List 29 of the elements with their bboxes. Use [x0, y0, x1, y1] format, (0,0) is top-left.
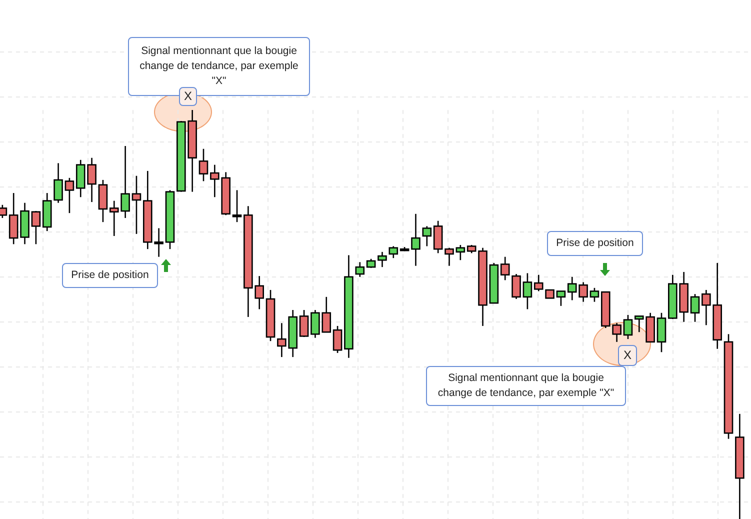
candlestick [232, 190, 242, 223]
annotation: X [618, 345, 637, 366]
candlestick [500, 256, 510, 281]
callout-box: Prise de position [62, 263, 158, 288]
candlestick [656, 312, 666, 353]
callout-box: Prise de position [547, 231, 643, 256]
candlestick [332, 325, 342, 354]
candlestick [623, 314, 633, 340]
candlestick [690, 293, 700, 323]
text: X [179, 87, 197, 106]
candlestick [198, 148, 208, 182]
candlestick [299, 309, 309, 338]
candlestick [64, 177, 74, 214]
candlestick [444, 247, 454, 266]
candlestick [378, 251, 387, 268]
candlestick [433, 220, 443, 254]
candlestick [590, 287, 600, 302]
candlestick [556, 290, 566, 307]
candlestick [512, 273, 521, 300]
candlestick [456, 244, 466, 261]
candlestick [8, 192, 18, 245]
candlestick [411, 213, 420, 266]
callout-box: Signal mentionnant que la bougie change de tendance, par exemple "X" [426, 366, 626, 406]
candlestick [31, 210, 41, 245]
candlestick [388, 246, 398, 259]
candlestick [522, 272, 532, 310]
candlestick [355, 262, 365, 278]
candlestick [132, 175, 142, 235]
candlestick [422, 226, 432, 247]
